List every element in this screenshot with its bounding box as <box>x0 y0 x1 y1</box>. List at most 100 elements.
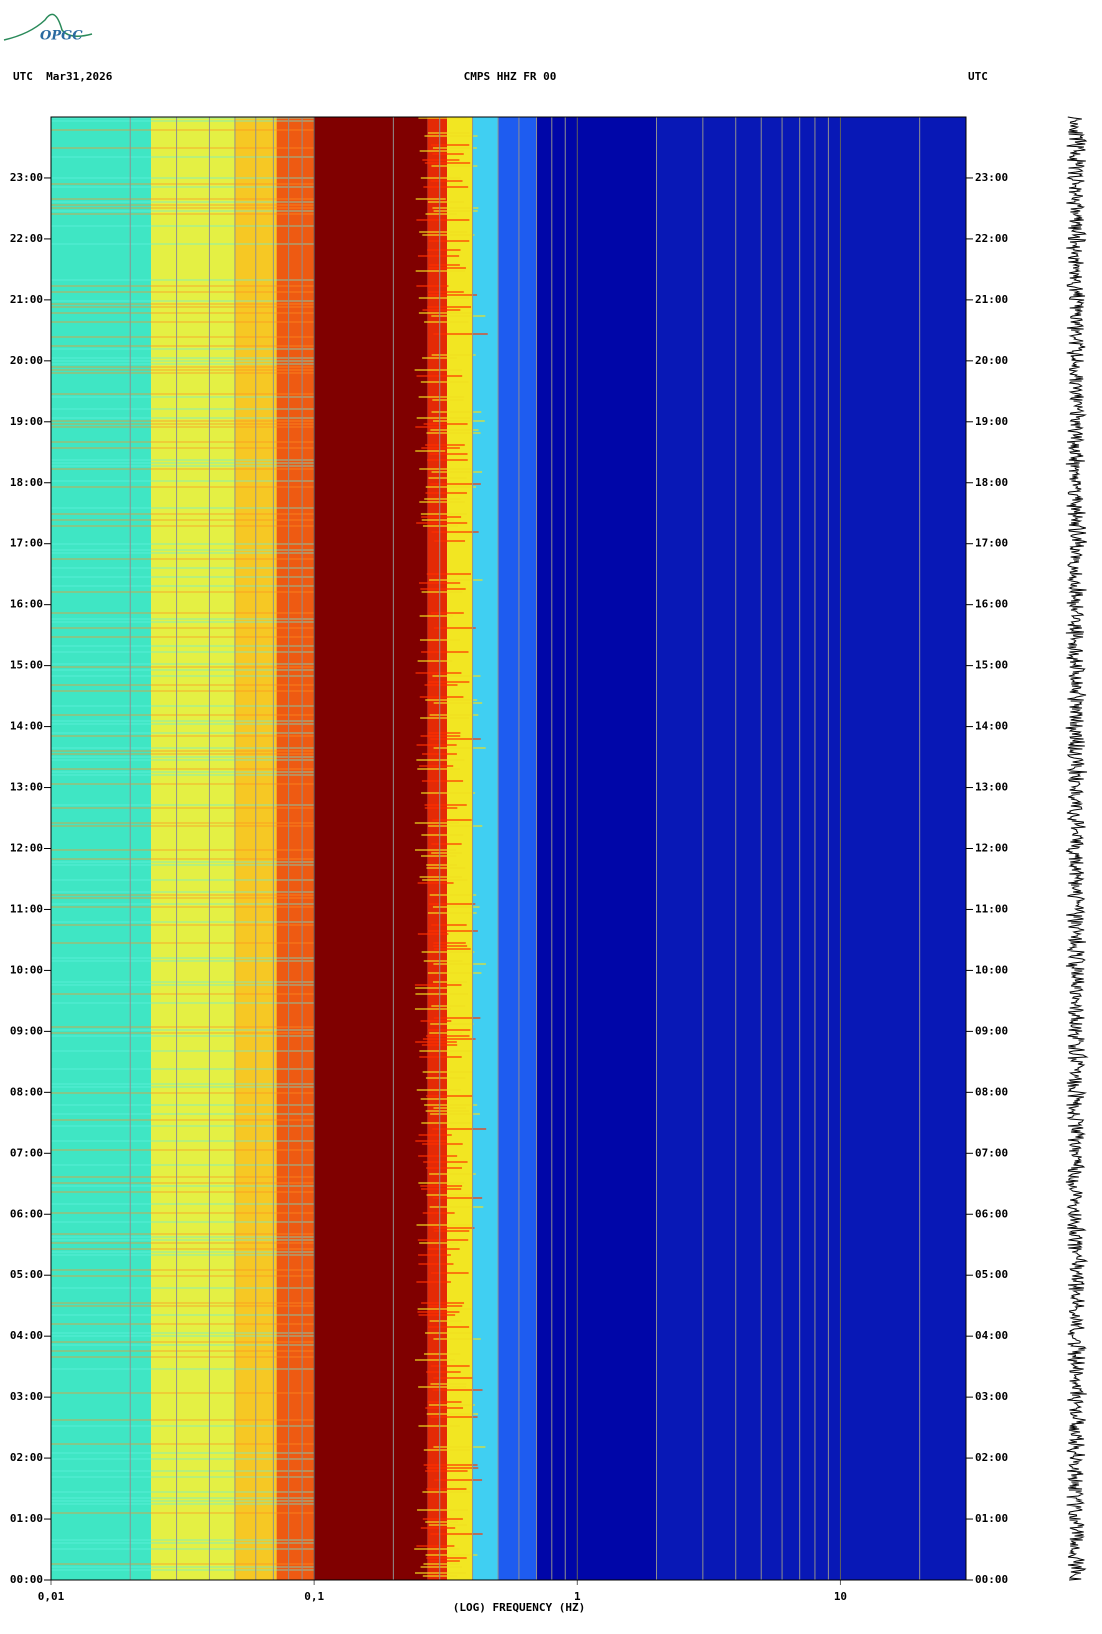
streak <box>51 1341 315 1343</box>
y-tick-label: 04:00 <box>975 1329 1008 1342</box>
streak <box>431 843 462 845</box>
streak <box>424 804 467 806</box>
y-tick-label: 09:00 <box>10 1024 43 1037</box>
streak <box>51 420 315 422</box>
streak <box>51 1470 315 1472</box>
streak <box>418 1155 458 1157</box>
streak <box>51 663 315 665</box>
seismogram <box>1065 116 1089 1581</box>
streak <box>428 732 461 734</box>
streak <box>427 1326 470 1328</box>
streak <box>51 480 315 482</box>
y-tick-label: 06:00 <box>10 1207 43 1220</box>
streak <box>420 588 466 590</box>
spectral-band <box>656 117 966 1580</box>
streak <box>51 735 315 737</box>
streak <box>434 540 466 542</box>
streak <box>51 714 315 716</box>
streak <box>51 1239 315 1241</box>
streak <box>51 1458 315 1460</box>
streak <box>51 903 315 905</box>
streak <box>51 1191 315 1193</box>
streak <box>424 321 469 323</box>
streak <box>420 1527 456 1529</box>
streak <box>421 780 464 782</box>
streak <box>424 135 478 137</box>
streak <box>51 1254 315 1256</box>
streak <box>415 198 446 200</box>
streak <box>51 465 315 467</box>
streak <box>51 783 315 785</box>
streak <box>422 1491 471 1493</box>
streak <box>422 1518 463 1520</box>
streak <box>421 519 455 521</box>
streak <box>51 1542 315 1544</box>
streak <box>51 879 315 881</box>
streak <box>51 120 315 122</box>
streak <box>427 132 470 134</box>
streak <box>430 483 481 485</box>
streak <box>51 924 315 926</box>
y-tick-label: 20:00 <box>975 354 1008 367</box>
streak <box>425 444 465 446</box>
x-tick-label: 10 <box>834 1590 847 1603</box>
streak <box>51 897 315 899</box>
y-tick-label: 08:00 <box>10 1085 43 1098</box>
streak <box>51 1086 315 1088</box>
streak <box>426 864 458 866</box>
streak <box>51 1185 315 1187</box>
streak <box>51 1350 315 1352</box>
y-tick-label: 22:00 <box>975 232 1008 245</box>
y-tick-label: 15:00 <box>10 659 43 672</box>
streak <box>51 1500 315 1502</box>
streak <box>432 207 479 209</box>
streak <box>419 501 465 503</box>
streak <box>425 1554 478 1556</box>
streak <box>51 1119 315 1121</box>
streak <box>424 807 458 809</box>
streak <box>432 153 464 155</box>
streak <box>433 981 467 983</box>
streak <box>51 1491 315 1493</box>
streak <box>423 1161 468 1163</box>
streak <box>51 357 315 359</box>
streak <box>51 513 315 515</box>
streak <box>51 186 315 188</box>
streak <box>429 453 468 455</box>
streak <box>51 447 315 449</box>
streak <box>51 906 315 908</box>
streak <box>51 201 315 203</box>
streak <box>433 1107 466 1109</box>
streak <box>428 240 470 242</box>
streak <box>51 705 315 707</box>
streak <box>414 1359 456 1361</box>
streak <box>51 825 315 827</box>
streak <box>431 1005 466 1007</box>
streak <box>51 621 315 623</box>
y-tick-label: 03:00 <box>10 1390 43 1403</box>
streak <box>415 993 468 995</box>
streak <box>428 1524 468 1526</box>
streak <box>425 213 457 215</box>
streak <box>429 1032 463 1034</box>
streak <box>419 1242 459 1244</box>
streak <box>427 294 478 296</box>
streak <box>426 1371 461 1373</box>
spectral-band <box>51 117 152 1580</box>
x-axis-label: (LOG) FREQUENCY (HZ) <box>453 1601 585 1614</box>
streak <box>425 1110 470 1112</box>
streak <box>426 1467 479 1469</box>
y-tick-label: 07:00 <box>10 1146 43 1159</box>
streak <box>418 1263 454 1265</box>
streak <box>51 1068 315 1070</box>
y-tick-label: 23:00 <box>10 171 43 184</box>
y-tick-label: 15:00 <box>975 659 1008 672</box>
y-tick-label: 04:00 <box>10 1329 43 1342</box>
streak <box>432 399 464 401</box>
streak <box>430 180 463 182</box>
streak <box>415 426 447 428</box>
streak <box>416 1089 461 1091</box>
streak <box>51 591 315 593</box>
streak <box>427 1401 462 1403</box>
